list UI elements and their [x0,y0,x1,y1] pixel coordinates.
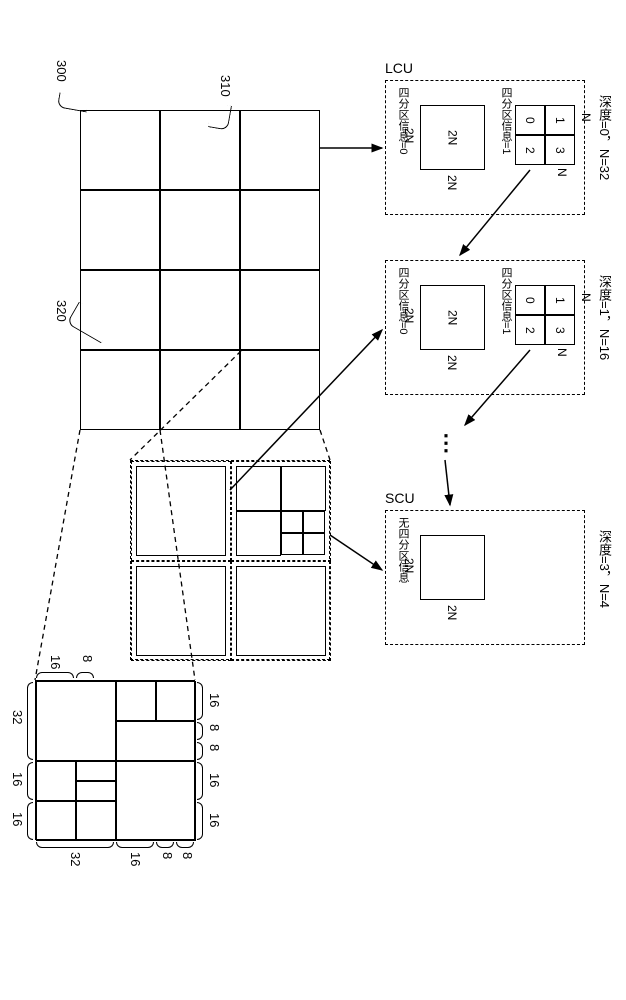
main-grid [80,110,320,430]
brace-16a [27,762,33,800]
brace-32-bot [36,842,114,848]
d1-quad: 0 1 2 3 [515,285,575,345]
d1-side: 深度=1，N=16 [595,275,614,360]
detail-block [35,680,195,840]
d1-2n-text: 2N [446,310,460,325]
size-8t1: 8 [80,655,95,662]
brace-r16a [197,682,203,720]
nested-quad [130,460,330,660]
size-16a: 16 [10,772,25,786]
d0-2n-text: 2N [446,130,460,145]
brace-8br2 [176,842,194,848]
d3-2n-bot: 2N [445,605,459,620]
size-8br1: 8 [160,852,175,859]
d0-2n-bot: 2N [445,175,459,190]
brace-r8b [197,742,203,760]
brace-16b [27,802,33,840]
d0-n-right: N [579,113,593,122]
brace-16t [36,672,74,678]
brace-8t1 [76,672,94,678]
d1-2n-left: 2N [402,308,416,323]
size-r16b: 16 [207,773,222,787]
d3-2n-box [420,535,485,600]
d1-split1-label: 四分区信息=1 [498,267,514,335]
d1-split0-label: 四分区信息=0 [395,267,411,335]
ref-320: 320 [54,300,69,322]
size-16t: 16 [48,655,63,669]
d3-side: 深度=3，N=4 [595,530,614,608]
d3-2n-left: 2N [402,558,416,573]
lcu-label: LCU [385,60,413,76]
brace-32-left [27,682,33,760]
size-8br2: 8 [180,852,195,859]
size-r16a: 16 [207,693,222,707]
brace-16br [116,842,154,848]
d1-2n-box: 2N [420,285,485,350]
d0-split0-label: 四分区信息=0 [395,87,411,155]
ref-300: 300 [54,60,69,82]
d0-n-bot: N [555,168,569,177]
size-32b: 32 [68,852,83,866]
brace-r8a [197,722,203,740]
size-r16c: 16 [207,813,222,827]
d1-n-bot: N [555,348,569,357]
ref-310: 310 [218,75,233,97]
size-16b: 16 [10,812,25,826]
scu-label: SCU [385,490,415,506]
size-32: 32 [10,710,25,724]
d1-2n-bot: 2N [445,355,459,370]
d0-2n-left: 2N [402,128,416,143]
ellipsis: ⋮ [435,430,460,456]
d0-side: 深度=0，N=32 [595,95,614,180]
d0-2n-box: 2N [420,105,485,170]
brace-r16c [197,802,203,840]
size-16br: 16 [128,852,143,866]
d1-n-right: N [579,293,593,302]
brace-8br1 [156,842,174,848]
size-r8a: 8 [207,724,222,731]
d0-quad: 0 1 2 3 [515,105,575,165]
d0-split1-label: 四分区信息=1 [498,87,514,155]
brace-r16b [197,762,203,800]
size-r8b: 8 [207,744,222,751]
depth3-panel [385,510,585,645]
